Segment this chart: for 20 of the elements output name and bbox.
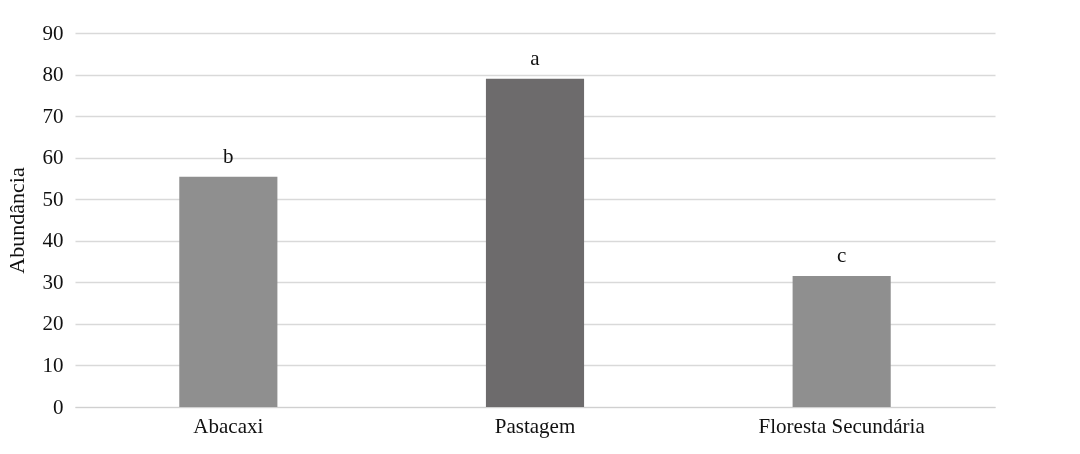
y-tick-label: 80 <box>42 62 64 87</box>
x-tick-label: Abacaxi <box>193 413 264 438</box>
y-tick-label: 10 <box>42 352 64 377</box>
bar <box>179 176 278 407</box>
annotation: b <box>223 143 234 168</box>
y-tick-label: 70 <box>42 103 64 128</box>
y-tick-label: 90 <box>42 20 64 45</box>
x-tick-label: Pastagem <box>494 413 576 438</box>
y-tick-label: 50 <box>42 186 64 211</box>
bar <box>485 78 585 407</box>
y-tick-label: 60 <box>42 145 64 170</box>
y-tick-label: 40 <box>42 228 64 253</box>
y-tick-label: 0 <box>53 394 64 419</box>
annotation: c <box>837 243 847 268</box>
bar <box>792 276 891 407</box>
y-axis-title: Abundância <box>3 167 29 274</box>
y-tick-label: 20 <box>42 311 64 336</box>
annotation: a <box>530 45 541 70</box>
x-tick-label: Floresta Secundária <box>758 413 926 438</box>
y-tick-label: 30 <box>42 269 64 294</box>
